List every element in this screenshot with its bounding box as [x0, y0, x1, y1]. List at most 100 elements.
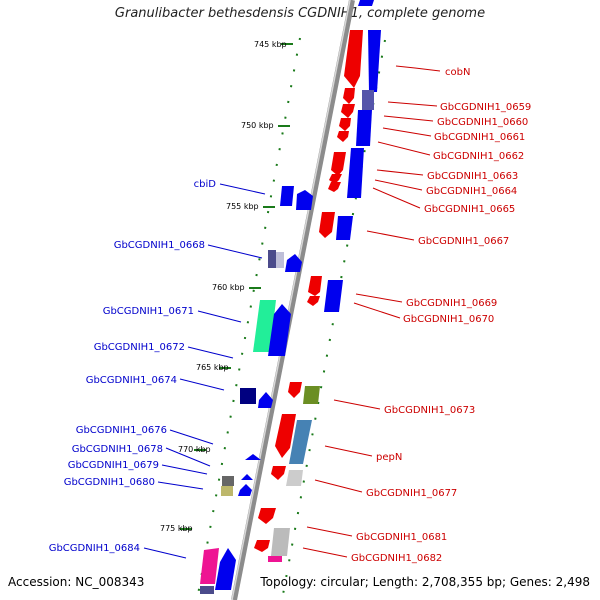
gene-arrow	[253, 300, 276, 352]
gene-arrow	[276, 252, 284, 268]
gene-arrow	[222, 476, 234, 486]
gene-arrow	[356, 110, 372, 146]
left-gene-labels: cbiD GbCGDNIH1_0668 GbCGDNIH1_0671 GbCGD…	[49, 179, 217, 554]
gene-arrow	[328, 182, 341, 192]
genome-backbone	[231, 0, 355, 600]
gene-arrow	[280, 186, 294, 206]
gene-label[interactable]: GbCGDNIH1_0663	[427, 171, 518, 182]
gene-label[interactable]: GbCGDNIH1_0671	[103, 306, 194, 317]
gene-label[interactable]: cbiD	[194, 179, 217, 190]
gene-label[interactable]: GbCGDNIH1_0664	[426, 186, 517, 197]
tick-label: 775 kbp	[160, 524, 193, 533]
connector-line	[157, 481, 204, 490]
gene-arrow	[258, 392, 273, 408]
gene-arrow	[336, 216, 353, 240]
connector-line	[219, 183, 266, 195]
tick-label: 745 kbp	[254, 40, 287, 49]
gene-label[interactable]: GbCGDNIH1_0667	[418, 236, 509, 247]
gene-label[interactable]: GbCGDNIH1_0678	[72, 444, 163, 455]
connector-line	[314, 479, 363, 493]
gene-arrow	[238, 484, 252, 496]
gene-label[interactable]: GbCGDNIH1_0661	[434, 132, 525, 143]
gene-label[interactable]: GbCGDNIH1_0660	[437, 117, 528, 128]
connector-line	[169, 429, 214, 445]
tick-label: 755 kbp	[226, 202, 259, 211]
gene-arrow	[358, 0, 374, 6]
gene-label[interactable]: GbCGDNIH1_0669	[406, 298, 497, 309]
forward-genes	[254, 0, 381, 562]
connector-line	[383, 115, 434, 122]
gene-label[interactable]: pepN	[376, 452, 402, 463]
connector-line	[374, 179, 423, 191]
gene-label[interactable]: GbCGDNIH1_0673	[384, 405, 475, 416]
gene-arrow	[308, 276, 322, 296]
gene-label[interactable]: GbCGDNIH1_0668	[114, 240, 205, 251]
gene-arrow	[254, 540, 270, 552]
gene-arrow	[285, 254, 302, 272]
connector-line	[395, 65, 441, 72]
gene-arrow	[268, 304, 291, 356]
gene-label[interactable]: GbCGDNIH1_0684	[49, 543, 140, 554]
connector-line	[179, 378, 225, 391]
right-label-connectors	[302, 65, 441, 558]
right-gene-labels: cobN GbCGDNIH1_0659 GbCGDNIH1_0660 GbCGD…	[351, 67, 531, 564]
connector-line	[372, 187, 421, 209]
gene-arrow	[200, 548, 219, 584]
gene-arrow	[271, 466, 286, 480]
gene-label[interactable]: GbCGDNIH1_0680	[64, 477, 155, 488]
connector-line	[376, 169, 424, 176]
connector-line	[302, 547, 348, 558]
gene-arrow	[221, 486, 233, 496]
gene-label[interactable]: GbCGDNIH1_0662	[433, 151, 524, 162]
gene-label[interactable]: GbCGDNIH1_0681	[356, 532, 447, 543]
tick-label: 765 kbp	[196, 363, 229, 372]
connector-line	[165, 447, 211, 467]
gene-label[interactable]: GbCGDNIH1_0672	[94, 342, 185, 353]
gene-arrow	[347, 148, 364, 198]
gene-arrow	[288, 382, 302, 398]
gene-arrow	[344, 30, 363, 88]
gene-arrow	[200, 586, 214, 594]
connector-line	[382, 127, 432, 137]
gene-arrow	[329, 174, 342, 184]
gene-label[interactable]: cobN	[445, 67, 470, 78]
gene-arrow	[368, 30, 381, 92]
connector-line	[353, 302, 401, 319]
connector-line	[377, 141, 431, 156]
gene-arrow	[362, 90, 374, 110]
gene-label[interactable]: GbCGDNIH1_0677	[366, 488, 457, 499]
gene-label[interactable]: GbCGDNIH1_0674	[86, 375, 177, 386]
gene-arrow	[268, 556, 282, 562]
gene-arrow	[307, 296, 320, 306]
gene-label[interactable]: GbCGDNIH1_0682	[351, 553, 442, 564]
tick-label: 770 kbp	[178, 445, 211, 454]
gene-arrow	[286, 470, 303, 486]
gene-arrow	[337, 131, 349, 142]
gene-arrow	[275, 414, 296, 458]
gene-arrow	[339, 118, 351, 131]
gene-arrow	[341, 104, 355, 118]
tick-label: 750 kbp	[241, 121, 274, 130]
connector-line	[143, 547, 187, 559]
gene-arrow	[289, 420, 312, 464]
gene-arrow	[296, 190, 313, 210]
gene-label[interactable]: GbCGDNIH1_0676	[76, 425, 167, 436]
reverse-genes	[200, 186, 313, 594]
tick-label: 760 kbp	[212, 283, 245, 292]
gene-arrow	[240, 388, 256, 404]
gene-label[interactable]: GbCGDNIH1_0679	[68, 460, 159, 471]
gene-label[interactable]: GbCGDNIH1_0659	[440, 102, 531, 113]
gene-arrow	[258, 508, 276, 524]
gene-label[interactable]: GbCGDNIH1_0670	[403, 314, 494, 325]
connector-line	[161, 464, 208, 475]
gene-arrow	[268, 250, 276, 268]
connector-line	[355, 293, 403, 303]
gene-arrow	[319, 212, 335, 238]
gene-arrow	[215, 548, 236, 590]
gene-arrow	[245, 454, 261, 460]
gene-label[interactable]: GbCGDNIH1_0665	[424, 204, 515, 215]
gene-arrow	[303, 386, 320, 404]
gene-arrow	[343, 88, 355, 104]
